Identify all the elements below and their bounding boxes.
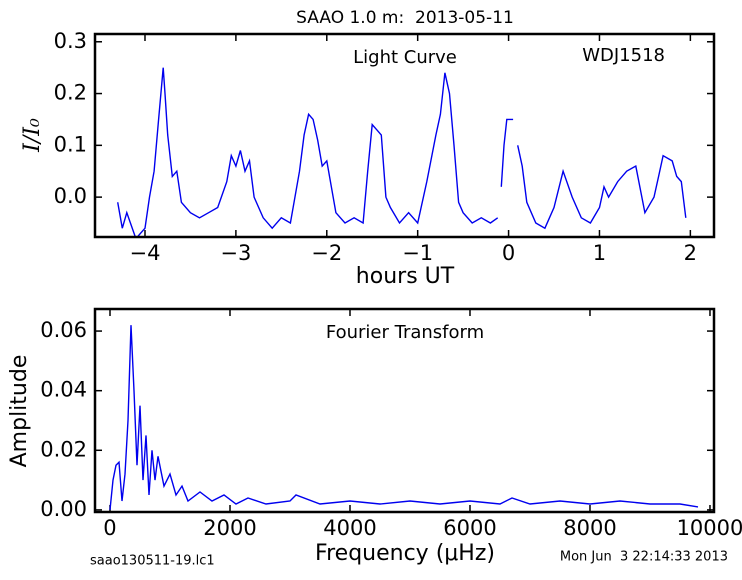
y-axis-label: Amplitude: [7, 355, 32, 468]
y-axis-label: I/I₀: [20, 118, 45, 153]
x-axis-label: hours UT: [356, 264, 455, 289]
x-tick-label: −3: [220, 241, 251, 265]
y-tick-label: 0.06: [40, 318, 87, 342]
data-line: [117, 67, 687, 237]
x-tick-label: 6000: [443, 516, 496, 540]
x-tick-label: 8000: [563, 516, 616, 540]
x-tick-label: 2000: [203, 516, 256, 540]
figure-title: SAAO 1.0 m: 2013-05-11: [296, 8, 514, 28]
x-tick-label: 0: [103, 516, 116, 540]
y-tick-label: 0.00: [40, 497, 87, 521]
footer-left: saao130511-19.lc1: [90, 554, 215, 569]
data-line: [109, 325, 699, 510]
y-tick-label: 0.02: [40, 437, 87, 461]
x-tick-label: 0: [502, 241, 515, 265]
x-tick-label: 1: [593, 241, 606, 265]
x-tick-label: −2: [311, 241, 342, 265]
annotation: WDJ1518: [582, 45, 665, 66]
annotation: Fourier Transform: [326, 322, 484, 343]
x-tick-label: 2: [684, 241, 697, 265]
footer-right: Mon Jun 3 22:14:33 2013: [560, 550, 728, 565]
x-tick-label: 4000: [323, 516, 376, 540]
x-tick-label: −4: [130, 241, 161, 265]
plot-frame: [93, 32, 716, 239]
y-tick-label: 0.2: [54, 81, 87, 105]
x-tick-label: 10000: [677, 516, 742, 540]
plot-frame: [93, 307, 716, 514]
y-tick-label: 0.0: [54, 184, 87, 208]
y-tick-label: 0.3: [54, 29, 87, 53]
y-tick-label: 0.04: [40, 378, 87, 402]
y-tick-label: 0.1: [54, 132, 87, 156]
x-tick-label: −1: [402, 241, 433, 265]
annotation: Light Curve: [353, 47, 457, 68]
x-axis-label: Frequency (μHz): [315, 541, 495, 566]
